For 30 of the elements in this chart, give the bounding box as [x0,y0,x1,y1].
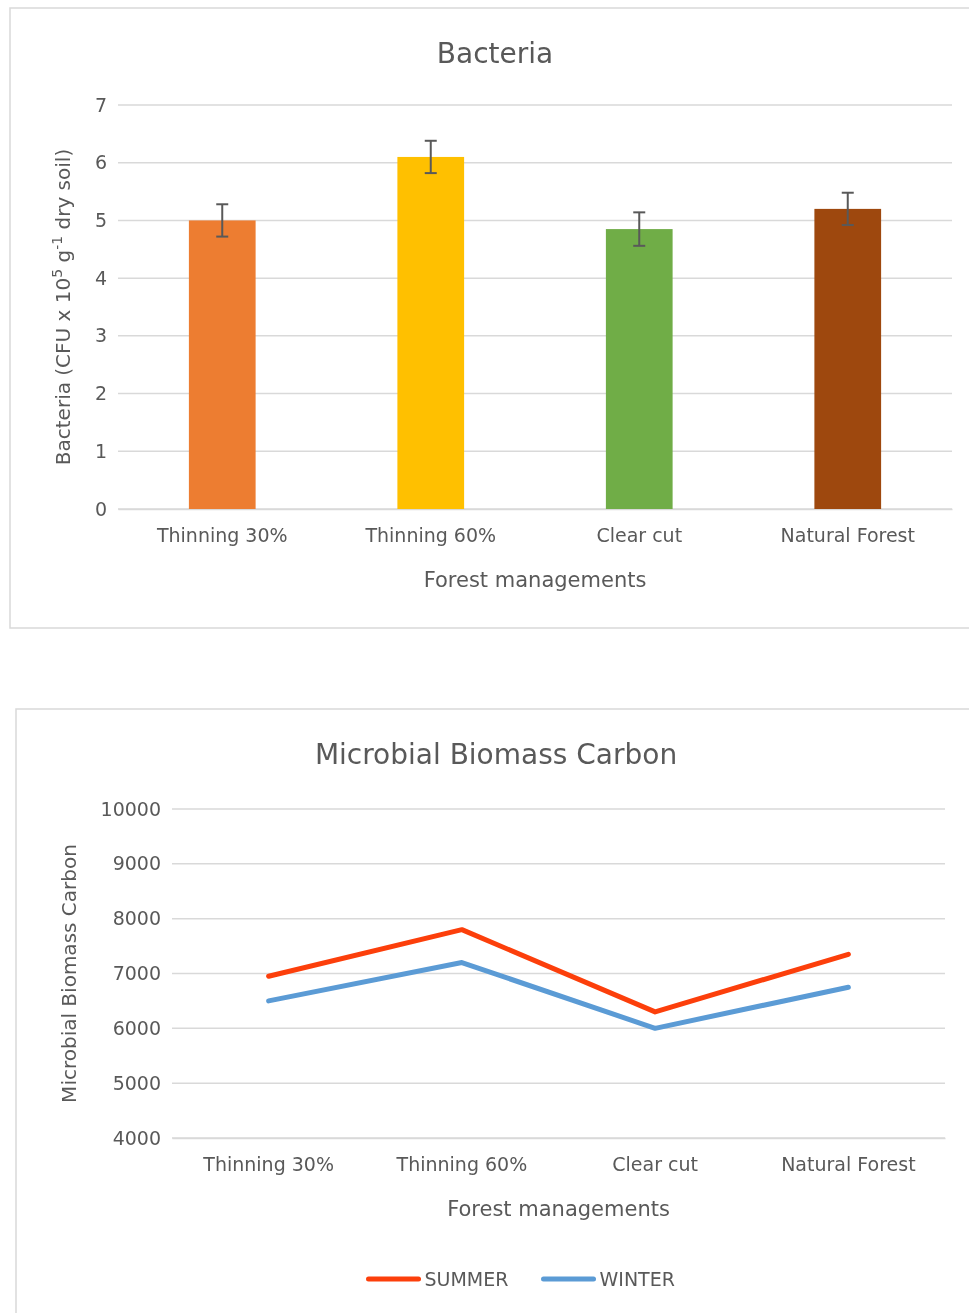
legend-label: WINTER [599,1268,675,1290]
y-tick-label: 9000 [112,852,161,875]
y-tick-label: 1 [94,439,107,462]
y-tick-label: 7 [94,93,107,116]
x-tick-label: Natural Forest [780,524,915,547]
x-axis-title: Forest managements [447,1197,670,1221]
y-tick-label: 5000 [112,1071,161,1094]
y-tick-label: 6000 [112,1016,161,1039]
chart-title: Microbial Biomass Carbon [314,738,678,771]
y-tick-label: 0 [94,497,107,520]
y-tick-label: 5 [94,209,107,232]
y-tick-label: 4 [94,266,107,289]
y-tick-label: 6 [94,151,107,174]
x-axis-title: Forest managements [423,568,647,592]
y-tick-label: 4000 [112,1126,161,1149]
x-tick-label: Clear cut [612,1153,698,1176]
y-axis-title: Microbial Biomass Carbon [57,844,81,1103]
x-tick-label: Natural Forest [781,1153,916,1176]
y-tick-label: 2 [94,382,107,405]
legend-label: SUMMER [424,1268,509,1290]
y-tick-label: 8000 [112,907,161,930]
y-tick-label: 10000 [100,797,161,820]
y-tick-label: 3 [94,324,107,347]
x-tick-label: Thinning 30% [155,524,288,547]
x-tick-label: Clear cut [596,524,683,547]
x-tick-label: Thinning 60% [364,524,497,547]
y-tick-label: 7000 [112,962,161,985]
x-tick-label: Thinning 30% [202,1153,334,1176]
chart-title: Bacteria [436,37,554,70]
x-tick-label: Thinning 60% [395,1153,528,1176]
